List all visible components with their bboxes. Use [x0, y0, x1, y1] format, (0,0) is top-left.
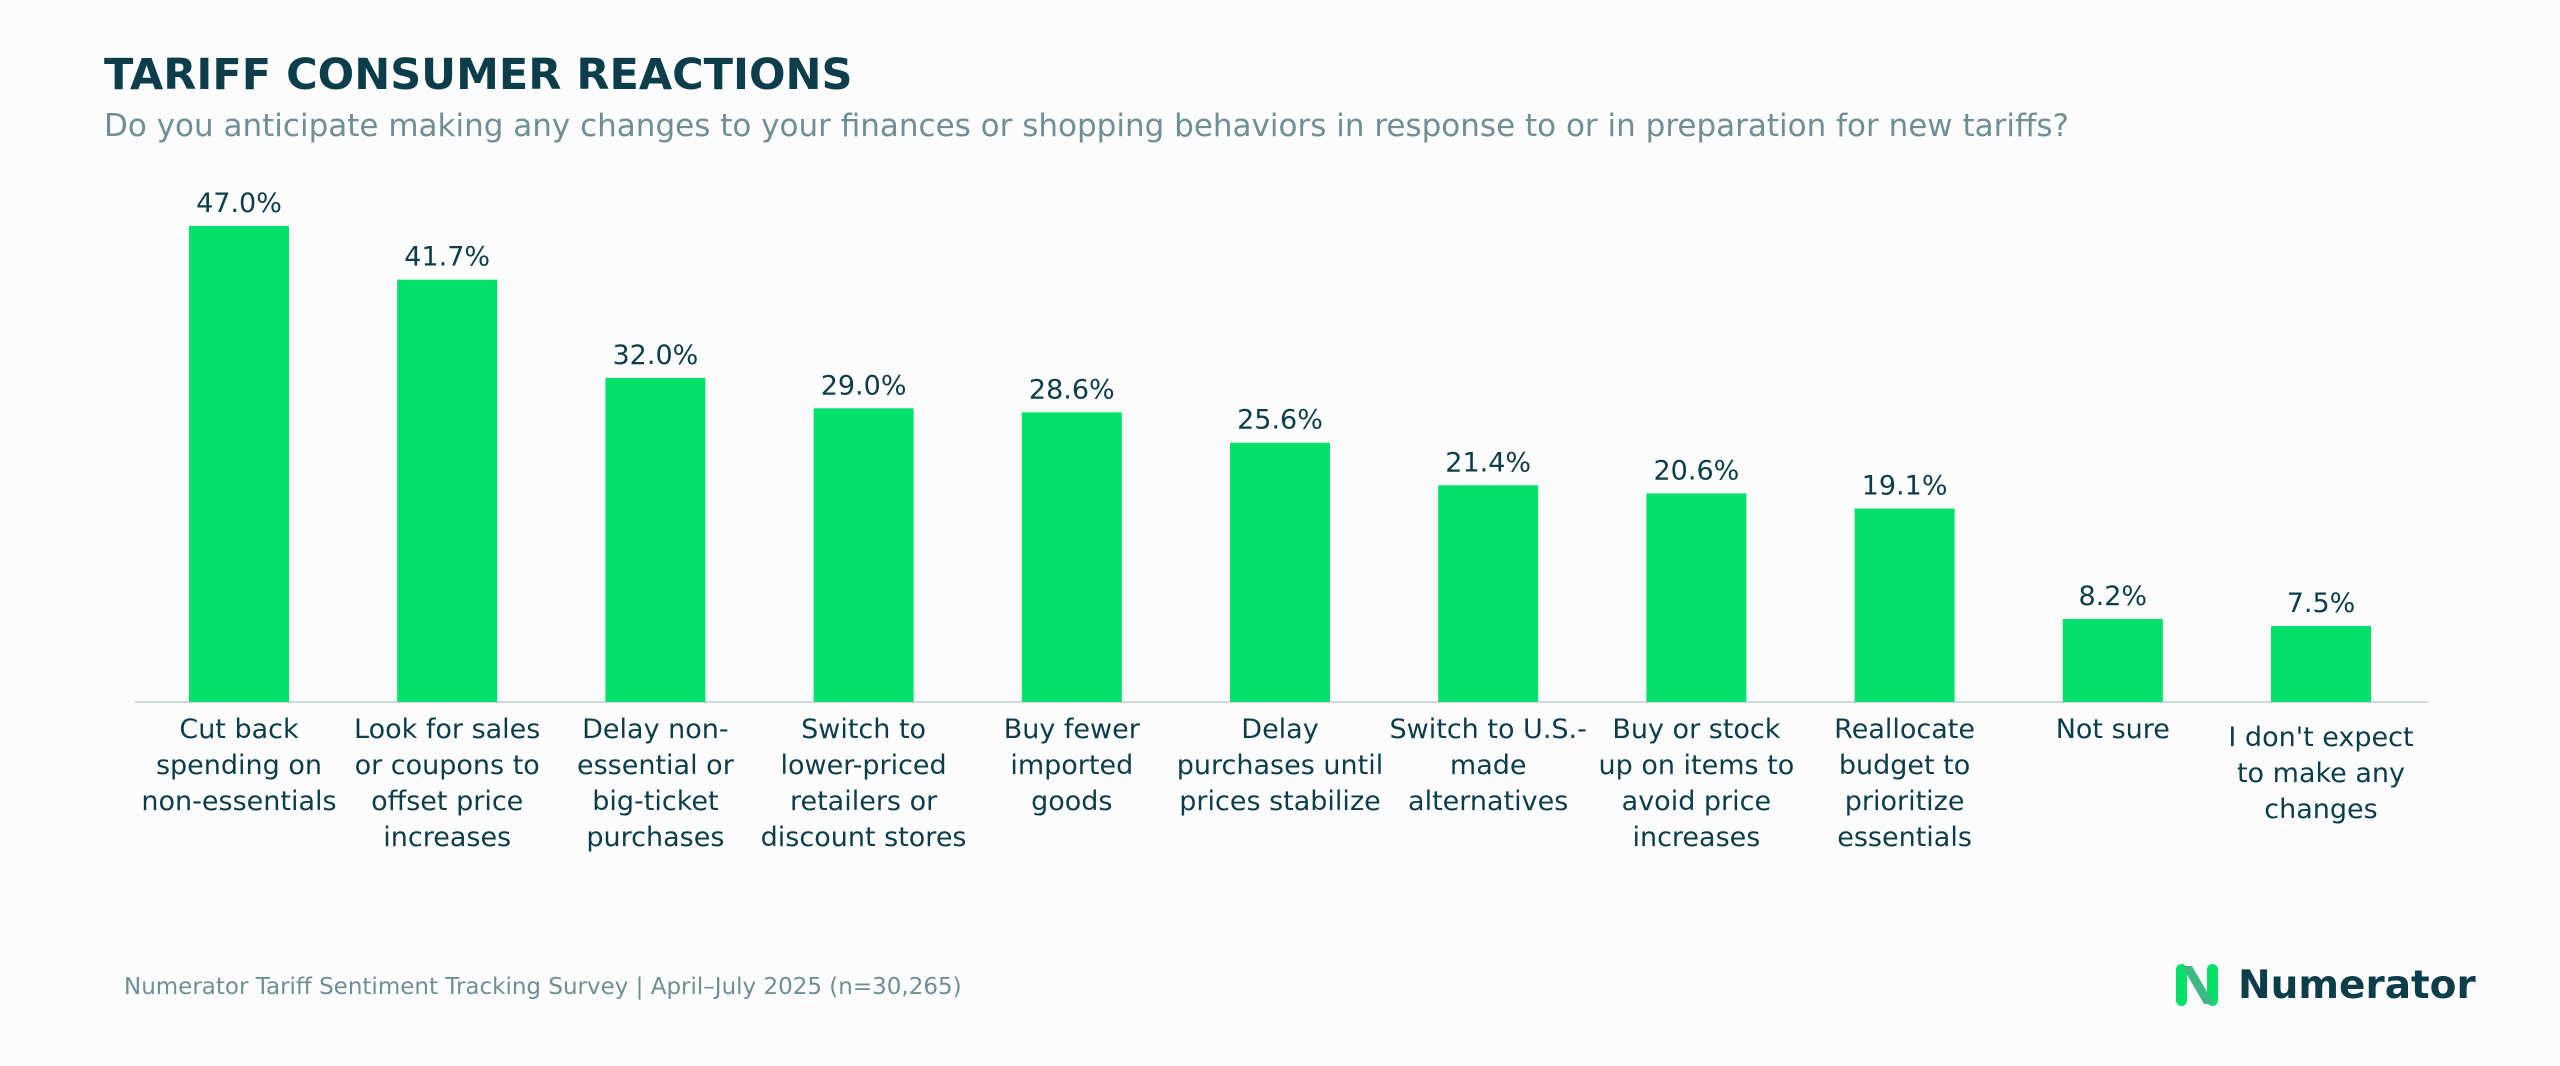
numerator-n-logo-icon: [2176, 964, 2218, 1006]
data-label: 41.7%: [404, 242, 490, 273]
data-label: 28.6%: [1029, 374, 1115, 405]
category-label: Delay purchases until prices stabilize: [1177, 714, 1383, 817]
brand-name: Numerator: [2238, 962, 2476, 1008]
category-label: Not sure: [2056, 714, 2170, 745]
data-label: 21.4%: [1445, 447, 1531, 478]
data-label: 7.5%: [2287, 588, 2356, 619]
data-label: 47.0%: [196, 188, 282, 219]
category-label: I don't expect to make any changes: [2228, 722, 2413, 825]
bar: [1854, 508, 1955, 702]
bar-chart: 47.0% Cut back spending on non-essentials 41…: [135, 188, 2428, 853]
category-label: Delay non-essential or big-ticket purchase…: [577, 714, 735, 853]
page-title: TARIFF CONSUMER REACTIONS: [104, 50, 853, 100]
data-label: 19.1%: [1862, 471, 1948, 502]
bar: [2271, 626, 2371, 702]
category-label: Switch to lower-priced retailers or discoun…: [761, 714, 967, 853]
bar: [813, 408, 914, 702]
data-label: 25.6%: [1237, 405, 1323, 436]
data-label: 32.0%: [613, 340, 699, 371]
category-label: Cut back spending on non-essentials: [141, 714, 336, 817]
page-subtitle: Do you anticipate making any changes to …: [104, 108, 2069, 144]
data-label: 29.0%: [821, 370, 907, 401]
data-label: 20.6%: [1654, 455, 1740, 486]
category-label: Look for sales or coupons to offset price i…: [354, 714, 540, 853]
bar: [397, 279, 498, 702]
bar: [605, 377, 706, 702]
category-label: Buy fewer imported goods: [1004, 714, 1141, 817]
category-label: Buy or stock up on items to avoid price inc…: [1598, 714, 1794, 853]
numerator-logo: Numerator: [2174, 962, 2476, 1008]
bar: [2062, 618, 2163, 702]
bar: [1230, 442, 1330, 702]
data-label: 8.2%: [2078, 581, 2147, 612]
category-label: Reallocate budget to prioritize essentials: [1834, 714, 1975, 853]
source-note: Numerator Tariff Sentiment Tracking Surv…: [124, 974, 962, 1000]
bar: [1021, 412, 1122, 702]
category-label: Switch to U.S.-made alternatives: [1390, 714, 1587, 817]
bar: [1646, 493, 1747, 702]
bar: [1438, 485, 1539, 702]
bar: [189, 226, 289, 702]
